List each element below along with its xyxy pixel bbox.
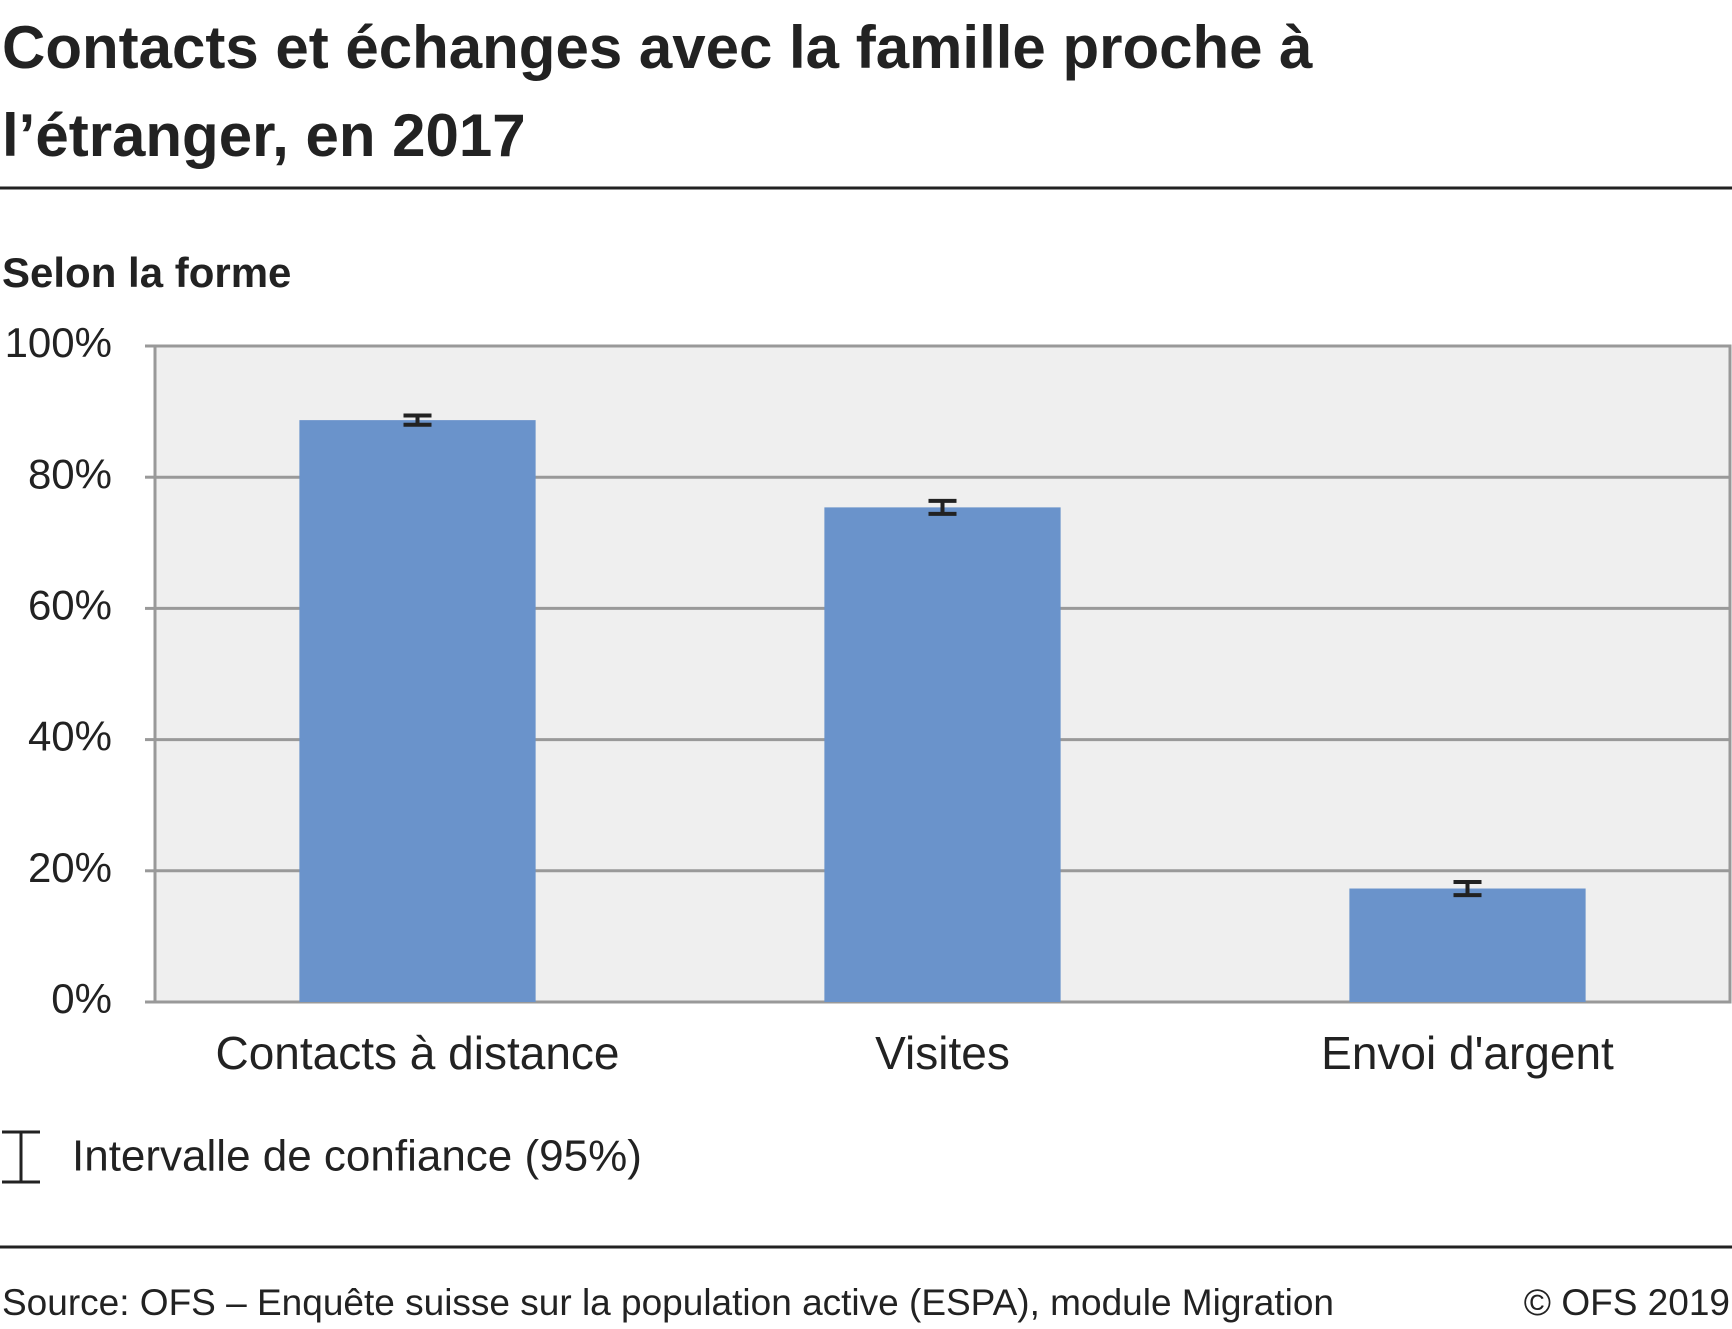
x-tick-label: Visites	[875, 1027, 1010, 1079]
x-tick-label: Contacts à distance	[215, 1027, 619, 1079]
bar	[299, 420, 536, 1002]
legend-label: Intervalle de confiance (95%)	[72, 1132, 642, 1181]
legend: Intervalle de confiance (95%)	[2, 1130, 642, 1184]
y-tick-label: 0%	[51, 975, 112, 1022]
y-tick-label: 60%	[28, 581, 112, 628]
y-tick-label: 40%	[28, 713, 112, 760]
x-tick-label: Envoi d'argent	[1321, 1027, 1614, 1079]
chart-title: Contacts et échanges avec la famille pro…	[2, 14, 1313, 169]
error-bar	[403, 413, 432, 427]
bar	[1349, 888, 1586, 1002]
y-tick-label: 20%	[28, 844, 112, 891]
error-bar	[1453, 879, 1482, 898]
source: Source: OFS – Enquête suisse sur la popu…	[2, 1282, 1334, 1323]
y-tick-label: 100%	[5, 319, 112, 366]
bar	[824, 507, 1061, 1002]
subtitle: Selon la forme	[2, 249, 291, 296]
error-bar	[928, 498, 957, 516]
copyright: © OFS 2019	[1524, 1282, 1730, 1323]
legend-symbol	[2, 1130, 40, 1184]
y-tick-label: 80%	[28, 450, 112, 497]
